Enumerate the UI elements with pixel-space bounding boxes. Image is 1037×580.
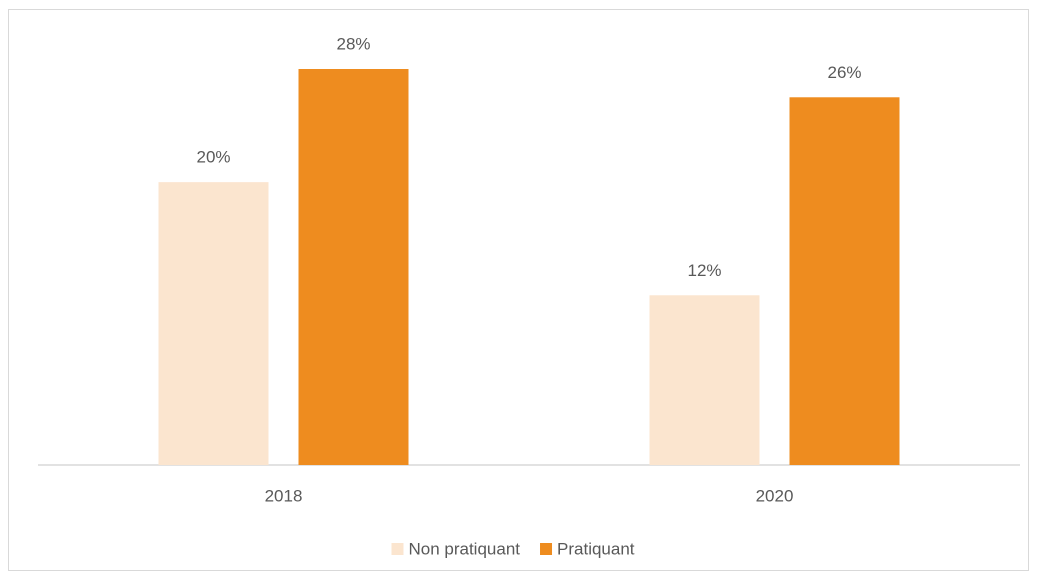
data-label: 28% xyxy=(336,34,370,53)
legend-label: Non pratiquant xyxy=(408,539,520,558)
legend: Non pratiquant Pratiquant xyxy=(391,539,635,558)
x-tick-label: 2018 xyxy=(265,486,303,505)
bar xyxy=(158,182,269,465)
bar xyxy=(789,97,900,466)
data-label: 12% xyxy=(687,261,721,280)
bar xyxy=(298,69,409,465)
bar xyxy=(649,295,760,465)
legend-swatch xyxy=(540,543,553,555)
data-label: 20% xyxy=(196,148,230,167)
legend-label: Pratiquant xyxy=(557,539,635,558)
legend-swatch xyxy=(391,543,404,555)
data-label: 26% xyxy=(827,63,861,82)
x-tick-label: 2020 xyxy=(756,486,794,505)
